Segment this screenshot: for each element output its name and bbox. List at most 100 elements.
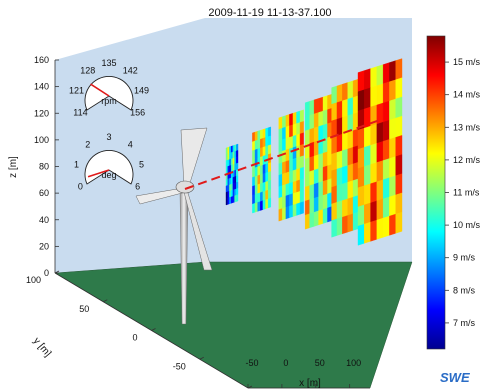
scan-cell — [310, 128, 314, 143]
scan-cell — [252, 185, 255, 195]
scan-cell — [297, 180, 301, 193]
scan-cell — [389, 176, 395, 197]
scan-cell — [337, 151, 342, 169]
scan-cell — [263, 129, 266, 139]
scan-cell — [348, 197, 353, 215]
scan-cell — [286, 114, 290, 127]
scan-cell — [229, 153, 231, 160]
scan-cell — [266, 190, 269, 200]
scan-cell — [297, 203, 301, 216]
scan-plane — [252, 127, 270, 213]
scan-cell — [233, 196, 235, 203]
scan-cell — [282, 207, 286, 220]
scan-cell — [282, 116, 286, 129]
scan-cell — [305, 158, 309, 173]
scan-cell — [235, 145, 237, 152]
scan-cell — [228, 147, 230, 154]
scan-cell — [282, 139, 286, 152]
colorbar-tick-label: 13 m/s — [453, 122, 481, 132]
scan-cell — [231, 158, 233, 165]
scan-cell — [377, 141, 383, 162]
scan-cell — [305, 214, 309, 229]
scan-cell — [396, 78, 402, 99]
scan-cell — [353, 195, 358, 213]
scan-cell — [305, 172, 309, 187]
colorbar-tick-label: 10 m/s — [453, 220, 481, 230]
scan-cell — [364, 145, 370, 166]
scan-cell — [337, 134, 342, 152]
scan-plane — [358, 59, 402, 246]
scan-cell — [233, 164, 235, 171]
scan-cell — [226, 192, 228, 199]
scan-cell — [228, 198, 230, 205]
scan-cell — [348, 81, 353, 99]
scan-cell — [348, 181, 353, 199]
scan-cell — [235, 164, 237, 171]
scan-cell — [260, 156, 263, 166]
scan-cell — [332, 202, 337, 220]
scan-cell — [236, 163, 238, 170]
scan-cell — [258, 130, 261, 140]
scan-cell — [229, 146, 231, 153]
scan-cell — [371, 124, 377, 145]
colorbar-tick-label: 14 m/s — [453, 90, 481, 100]
scan-cell — [353, 146, 358, 164]
scan-cell — [268, 163, 271, 173]
scan-cell — [327, 136, 331, 151]
scan-cell — [229, 159, 231, 166]
scan-cell — [231, 184, 233, 191]
scan-cell — [323, 110, 327, 125]
scan-cell — [319, 153, 323, 168]
scan-cell — [314, 113, 318, 128]
colorbar-tick-label: 11 m/s — [453, 188, 480, 198]
scan-cell — [266, 137, 269, 147]
gauge-tick-label: 135 — [101, 58, 116, 68]
scan-cell — [266, 146, 269, 156]
scan-cell — [231, 165, 233, 172]
scan-cell — [226, 147, 228, 154]
scan-cell — [231, 152, 233, 159]
colorbar — [427, 36, 445, 349]
scan-cell — [389, 118, 395, 139]
scan-cell — [289, 159, 293, 172]
scan-cell — [279, 128, 283, 141]
scan-cell — [236, 157, 238, 164]
scan-cell — [266, 199, 269, 209]
gauge-tick-label: 121 — [69, 85, 84, 95]
scan-cell — [337, 184, 342, 202]
scan-cell — [327, 94, 331, 109]
scan-cell — [286, 206, 290, 219]
scan-cell — [310, 198, 314, 213]
scan-cell — [252, 203, 255, 213]
scan-cell — [327, 150, 331, 165]
scan-cell — [260, 147, 263, 157]
scan-cell — [358, 205, 364, 226]
scan-cell — [260, 183, 263, 193]
scan-cell — [319, 209, 323, 224]
scan-cell — [279, 209, 283, 222]
scan-cell — [319, 97, 323, 112]
scan-cell — [226, 198, 228, 205]
scan-cell — [289, 194, 293, 207]
scan-cell — [236, 176, 238, 183]
scan-cell — [228, 179, 230, 186]
gauge-tick-label: 0 — [78, 182, 83, 192]
scan-cell — [383, 178, 389, 199]
scan-cell — [337, 217, 342, 235]
scan-cell — [231, 146, 233, 153]
scan-cell — [286, 160, 290, 173]
scan-cell — [266, 128, 269, 138]
scan-cell — [258, 166, 261, 176]
scan-cell — [327, 122, 331, 137]
scan-cell — [266, 163, 269, 173]
scan-cell — [255, 131, 258, 141]
scan-cell — [348, 164, 353, 182]
scan-cell — [396, 135, 402, 156]
scan-cell — [293, 170, 297, 183]
scan-cell — [260, 129, 263, 139]
scan-cell — [396, 212, 402, 233]
scan-cell — [396, 59, 402, 80]
scan-cell — [383, 82, 389, 103]
scan-cell — [258, 148, 261, 158]
